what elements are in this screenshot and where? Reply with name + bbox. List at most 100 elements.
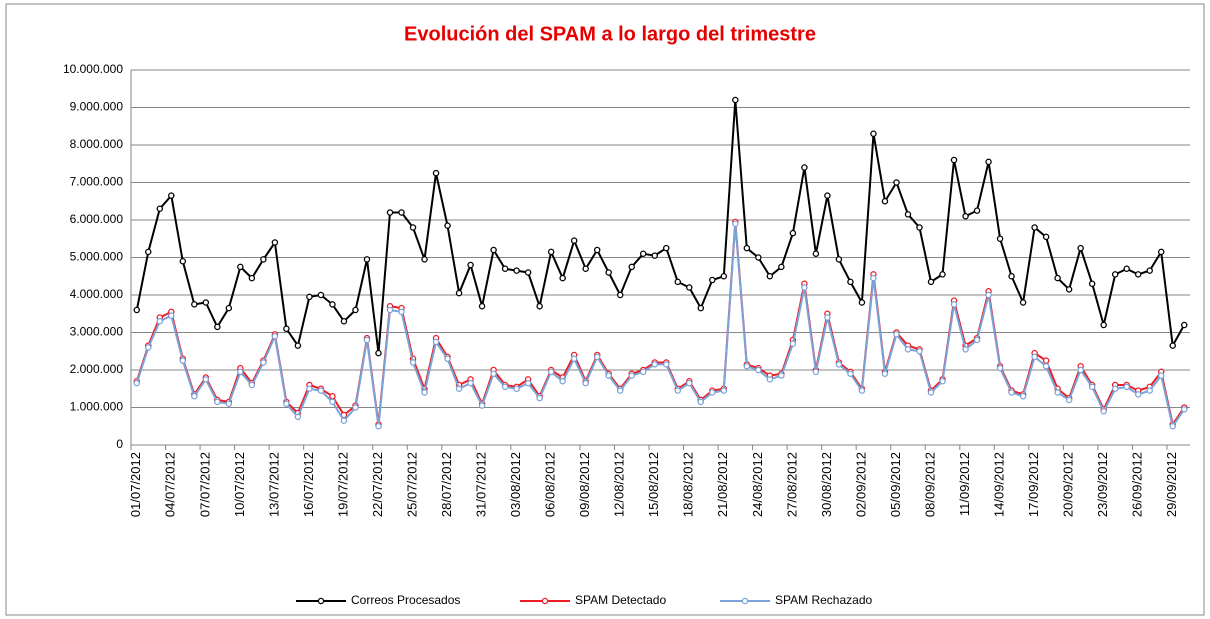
point [812,368,820,376]
point [847,370,854,377]
point [398,308,405,316]
point [1169,422,1176,430]
x-tick-label: 27/08/2012 [784,452,799,517]
point [237,368,244,376]
point [962,346,969,353]
point [536,302,543,310]
point [916,347,923,355]
point [628,263,635,271]
point [639,368,647,376]
point [1146,267,1153,274]
point [973,207,981,214]
legend-label: SPAM Rechazado [775,593,872,607]
point [444,222,451,229]
point [294,342,302,349]
point [329,398,336,406]
x-tick-label: 12/08/2012 [612,452,627,517]
x-tick-label: 10/07/2012 [232,452,247,517]
point [559,377,566,385]
x-tick-label: 29/09/2012 [1164,452,1179,517]
point [1065,396,1073,404]
point [1008,389,1015,396]
point [1146,387,1153,394]
point [133,306,141,314]
point [156,205,164,212]
point [605,372,612,379]
x-tick-label: 01/07/2012 [128,452,143,517]
point [168,192,175,199]
point [881,370,889,377]
point [904,346,912,353]
point [893,331,900,338]
y-tick-label: 1.000.000 [70,400,124,414]
point [409,359,417,366]
point [386,209,394,216]
point [478,402,486,409]
point [398,209,405,216]
y-tick-label: 6.000.000 [70,212,124,226]
x-tick-label: 30/08/2012 [819,452,834,517]
point [179,257,187,265]
point [455,289,463,297]
y-tick-label: 0 [116,437,123,451]
point [812,250,820,257]
point [732,220,739,227]
point [651,252,658,259]
point [996,364,1004,372]
point [145,344,152,351]
point [1123,383,1130,391]
point [950,301,958,308]
point [720,272,728,280]
chart-border [5,3,1205,616]
legend-marker [741,597,749,605]
point [156,317,164,325]
point [663,361,670,368]
chart-title: Evolución del SPAM a lo largo del trimes… [404,23,816,45]
point [950,156,958,164]
point [1077,366,1084,374]
point [260,256,267,263]
point [1123,265,1130,272]
point [513,385,520,392]
x-tick-label: 28/07/2012 [439,452,454,517]
point [697,398,705,406]
x-tick-label: 24/08/2012 [750,452,765,517]
point [260,359,267,366]
point [1134,271,1142,278]
point [283,325,290,332]
point [409,224,417,231]
point [225,400,233,407]
point [789,340,797,347]
x-tick-label: 13/07/2012 [266,452,281,517]
point [1180,406,1188,413]
point [306,293,313,301]
point [674,278,682,286]
x-tick-label: 20/09/2012 [1061,452,1076,517]
point [697,304,705,312]
point [996,235,1004,242]
x-tick-label: 11/09/2012 [957,452,972,516]
point [616,291,624,299]
point [801,284,808,291]
point [651,361,658,368]
point [467,261,474,269]
point [478,302,486,310]
y-tick-label: 4.000.000 [70,287,124,301]
point [524,269,532,276]
point [709,276,716,284]
point [743,362,751,370]
point [973,336,981,344]
x-tick-label: 03/08/2012 [508,452,523,517]
point [755,254,762,261]
point [490,246,497,254]
point [1100,321,1107,329]
point [317,291,325,299]
point [1042,357,1050,364]
point [1180,321,1188,329]
x-tick-label: 22/07/2012 [370,452,385,517]
point [962,212,969,220]
point [1019,299,1027,306]
point [663,244,670,252]
point [1077,244,1084,252]
point [628,372,635,379]
